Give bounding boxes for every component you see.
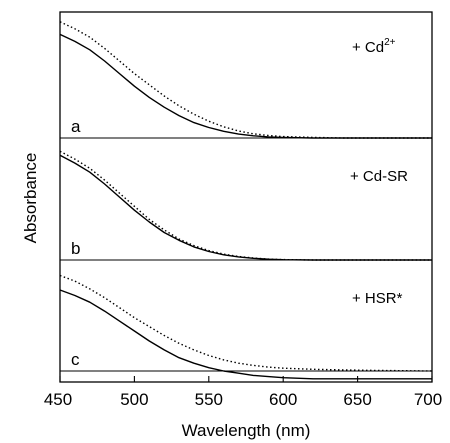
- curves-layer: [59, 21, 433, 380]
- panel-a-annotation-main: + Cd: [352, 39, 384, 56]
- panel-b-annotation: + Cd-SR: [350, 168, 408, 185]
- x-tick-label: 650: [343, 390, 371, 409]
- panel-c-label: c: [71, 350, 80, 369]
- x-tick-label: 550: [195, 390, 223, 409]
- x-tick-label: 700: [414, 390, 442, 409]
- panel-c-annotation: + HSR*: [352, 290, 403, 307]
- panel-b-dotted-curve: [59, 150, 432, 261]
- x-tick-label: 500: [120, 390, 148, 409]
- panel-a-annotation: + Cd2+: [352, 37, 396, 56]
- panel-a-dotted-curve: [59, 21, 432, 139]
- panel-b-label: b: [71, 239, 80, 258]
- x-tick-label: 600: [269, 390, 297, 409]
- x-ticks: 450 500 550 600 650 700: [44, 376, 442, 409]
- x-axis-label: Wavelength (nm): [182, 421, 311, 440]
- panel-c-dotted-curve: [59, 274, 433, 372]
- panel-a-label: a: [71, 117, 81, 136]
- panel-c-solid-curve: [59, 289, 432, 380]
- panel-a-annotation-superscript: 2+: [384, 37, 396, 48]
- x-tick-label: 450: [44, 390, 72, 409]
- plot-frame: [59, 11, 433, 383]
- y-axis-label: Absorbance: [21, 153, 40, 244]
